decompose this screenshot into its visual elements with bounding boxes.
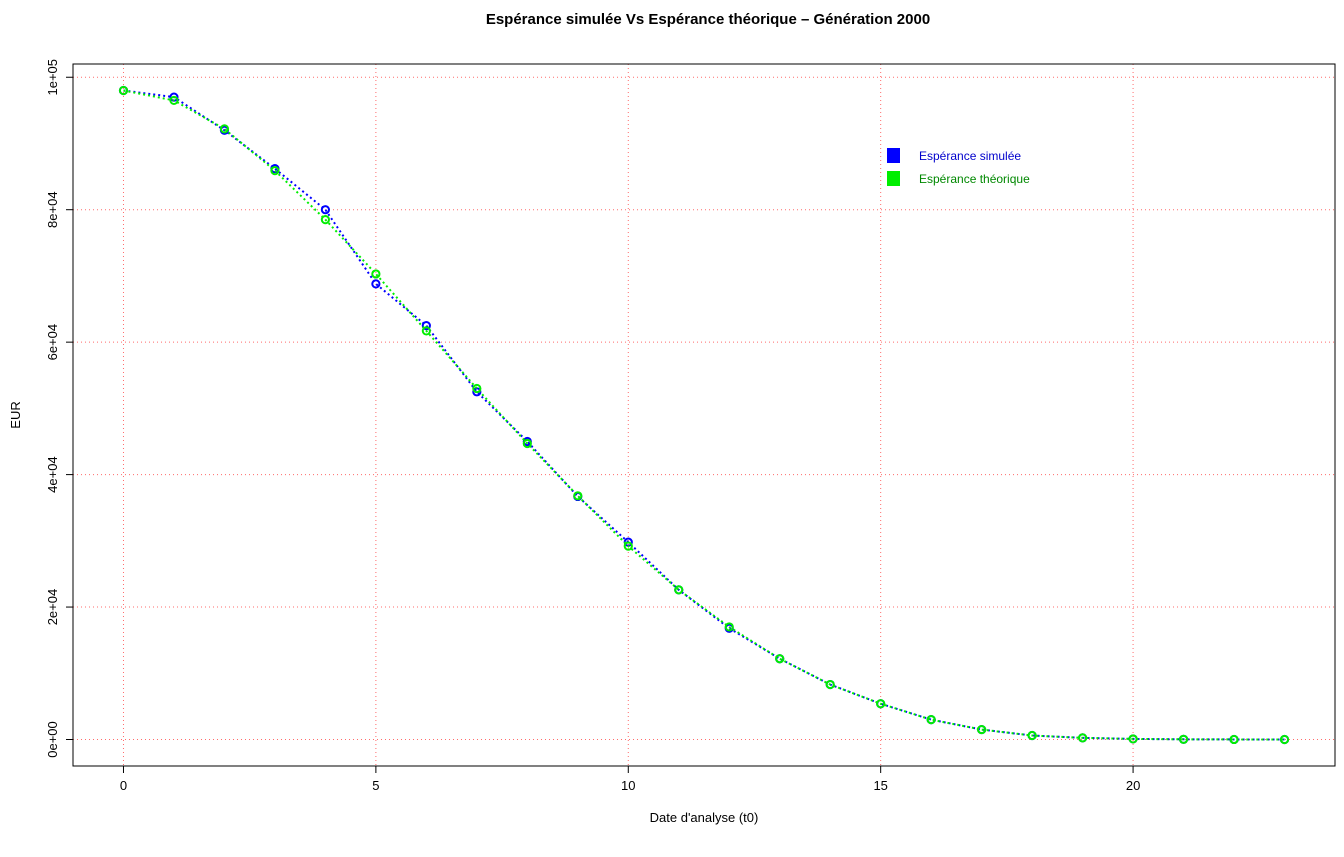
- legend-label-simulee: Espérance simulée: [919, 149, 1021, 163]
- data-point-series-1: [472, 383, 482, 394]
- data-point-series-1: [1229, 734, 1239, 745]
- data-point-series-1: [977, 724, 987, 735]
- data-point-series-1: [1128, 734, 1138, 744]
- data-point-series-1: [371, 269, 381, 279]
- data-point-series-0: [371, 279, 381, 289]
- data-point-series-1: [674, 585, 684, 595]
- x-tick-label: 0: [120, 778, 127, 793]
- grid-layer: [73, 64, 1335, 766]
- data-point-series-1: [522, 438, 532, 449]
- x-tick-label: 5: [372, 778, 379, 793]
- axis-layer: 0 5 10 15 20 0e+00 2e+04 4e+04 6e+04 8e+04 1e+05: [45, 59, 1140, 793]
- x-tick-label: 15: [873, 778, 887, 793]
- series-layer: [118, 85, 1290, 745]
- data-point-series-1: [1078, 733, 1088, 743]
- data-point-series-1: [1279, 734, 1290, 745]
- data-point-series-1: [1178, 734, 1189, 744]
- x-axis-label: Date d'analyse (t0): [650, 810, 759, 825]
- data-point-series-1: [876, 699, 886, 709]
- data-point-series-1: [219, 124, 230, 134]
- legend-label-theorique: Espérance théorique: [919, 172, 1030, 186]
- plot-frame: [72, 63, 1336, 767]
- data-point-series-0: [421, 320, 431, 331]
- y-tick-label: 2e+04: [45, 589, 60, 626]
- data-point-series-1: [421, 326, 431, 336]
- data-point-series-1: [1027, 730, 1037, 741]
- legend-swatch-theorique: [887, 171, 900, 186]
- data-point-series-1: [118, 85, 129, 96]
- data-point-series-1: [623, 541, 633, 551]
- data-point-series-1: [926, 715, 936, 725]
- y-tick-label: 0e+00: [45, 721, 60, 758]
- data-point-series-1: [320, 215, 330, 225]
- data-point-series-1: [825, 679, 835, 690]
- data-point-series-1: [573, 491, 583, 501]
- legend: Espérance simulée Espérance théorique: [887, 148, 1030, 186]
- legend-swatch-simulee: [887, 148, 900, 163]
- x-tick-label: 10: [621, 778, 635, 793]
- y-tick-label: 1e+05: [45, 59, 60, 96]
- data-point-series-1: [724, 622, 734, 632]
- y-tick-label: 4e+04: [45, 456, 60, 493]
- chart-title: Espérance simulée Vs Espérance théorique…: [486, 11, 930, 28]
- data-point-series-1: [775, 654, 785, 664]
- data-point-series-0: [320, 205, 330, 215]
- series-line-1: [123, 89, 1285, 741]
- y-axis-label: EUR: [8, 401, 23, 428]
- x-tick-label: 20: [1126, 778, 1140, 793]
- data-point-series-1: [270, 166, 280, 176]
- series-line-0: [123, 89, 1285, 741]
- y-tick-label: 8e+04: [45, 191, 60, 228]
- y-tick-label: 6e+04: [45, 324, 60, 361]
- data-point-series-1: [169, 95, 179, 106]
